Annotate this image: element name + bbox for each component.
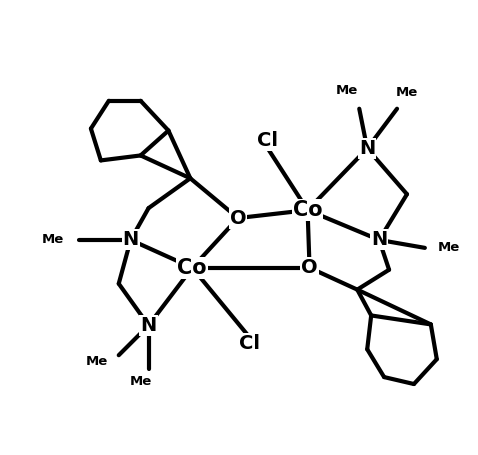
Text: O: O — [301, 258, 318, 277]
Text: Cl: Cl — [257, 131, 278, 150]
Text: Me: Me — [396, 86, 418, 99]
Text: N: N — [371, 230, 387, 249]
Text: Co: Co — [293, 200, 322, 220]
Text: Me: Me — [42, 233, 64, 247]
Text: Co: Co — [177, 258, 207, 278]
Text: Me: Me — [130, 374, 152, 388]
Text: Cl: Cl — [239, 334, 261, 353]
Text: Me: Me — [336, 84, 358, 97]
Text: Me: Me — [437, 241, 460, 254]
Text: N: N — [141, 316, 157, 335]
Text: O: O — [230, 208, 246, 228]
Text: N: N — [122, 230, 139, 249]
Text: Me: Me — [86, 355, 108, 368]
Text: N: N — [359, 139, 375, 158]
